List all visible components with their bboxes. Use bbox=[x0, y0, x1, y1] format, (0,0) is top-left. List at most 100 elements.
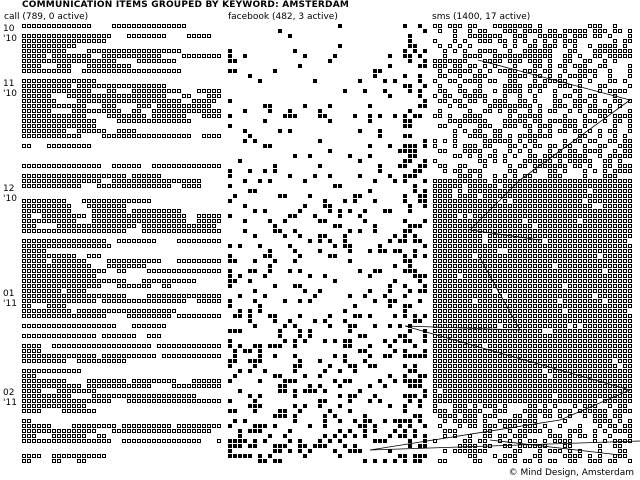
sms-item-mark bbox=[463, 69, 467, 73]
sms-item-mark bbox=[448, 384, 452, 388]
sms-item-mark bbox=[593, 169, 597, 173]
call-item-mark bbox=[182, 344, 186, 348]
call-item-mark bbox=[52, 164, 56, 168]
call-item-mark bbox=[142, 379, 146, 383]
sms-item-mark bbox=[443, 229, 447, 233]
call-item-mark bbox=[157, 439, 161, 443]
call-item-mark bbox=[182, 219, 186, 223]
sms-item-mark bbox=[533, 94, 537, 98]
facebook-item-mark bbox=[403, 159, 407, 163]
month-year: '11 bbox=[3, 299, 17, 309]
call-item-mark bbox=[217, 269, 221, 273]
sms-item-mark bbox=[558, 289, 562, 293]
sms-item-mark bbox=[488, 299, 492, 303]
sms-item-mark bbox=[508, 74, 512, 78]
sms-item-mark bbox=[518, 389, 522, 393]
facebook-item-mark bbox=[283, 409, 287, 413]
sms-item-mark bbox=[538, 119, 542, 123]
sms-item-mark bbox=[548, 209, 552, 213]
facebook-item-mark bbox=[403, 54, 407, 58]
sms-item-mark bbox=[438, 239, 442, 243]
call-item-mark bbox=[117, 334, 121, 338]
call-item-mark bbox=[97, 129, 101, 133]
sms-item-mark bbox=[613, 99, 617, 103]
sms-item-mark bbox=[538, 274, 542, 278]
sms-item-mark bbox=[598, 179, 602, 183]
sms-item-mark bbox=[528, 49, 532, 53]
call-item-mark bbox=[97, 109, 101, 113]
facebook-item-mark bbox=[363, 209, 367, 213]
sms-item-mark bbox=[623, 324, 627, 328]
sms-item-mark bbox=[603, 164, 607, 168]
call-item-mark bbox=[172, 309, 176, 313]
call-item-mark bbox=[202, 269, 206, 273]
call-item-mark bbox=[207, 429, 211, 433]
call-item-mark bbox=[147, 279, 151, 283]
sms-item-mark bbox=[568, 329, 572, 333]
call-item-mark bbox=[47, 424, 51, 428]
sms-item-mark bbox=[438, 224, 442, 228]
sms-item-mark bbox=[513, 349, 517, 353]
call-item-mark bbox=[137, 114, 141, 118]
sms-item-mark bbox=[548, 409, 552, 413]
facebook-item-mark bbox=[423, 254, 427, 258]
call-item-mark bbox=[82, 354, 86, 358]
call-item-mark bbox=[22, 264, 26, 268]
facebook-item-mark bbox=[343, 359, 347, 363]
sms-item-mark bbox=[513, 279, 517, 283]
call-item-mark bbox=[192, 269, 196, 273]
call-item-mark bbox=[157, 399, 161, 403]
sms-item-mark bbox=[618, 249, 622, 253]
sms-item-mark bbox=[478, 74, 482, 78]
sms-item-mark bbox=[628, 304, 632, 308]
sms-item-mark bbox=[598, 134, 602, 138]
call-item-mark bbox=[162, 224, 166, 228]
sms-item-mark bbox=[598, 209, 602, 213]
sms-item-mark bbox=[478, 304, 482, 308]
call-item-mark bbox=[32, 309, 36, 313]
sms-item-mark bbox=[443, 384, 447, 388]
sms-item-mark bbox=[573, 219, 577, 223]
call-item-mark bbox=[197, 439, 201, 443]
sms-item-mark bbox=[523, 114, 527, 118]
call-item-mark bbox=[42, 314, 46, 318]
call-item-mark bbox=[77, 119, 81, 123]
call-item-mark bbox=[32, 44, 36, 48]
sms-item-mark bbox=[558, 239, 562, 243]
sms-item-mark bbox=[563, 329, 567, 333]
call-item-mark bbox=[87, 229, 91, 233]
call-item-mark bbox=[32, 39, 36, 43]
facebook-item-mark bbox=[308, 424, 312, 428]
sms-item-mark bbox=[458, 369, 462, 373]
sms-item-mark bbox=[498, 349, 502, 353]
sms-item-mark bbox=[568, 339, 572, 343]
sms-item-mark bbox=[483, 249, 487, 253]
call-item-mark bbox=[182, 164, 186, 168]
call-item-mark bbox=[27, 249, 31, 253]
sms-item-mark bbox=[468, 319, 472, 323]
sms-item-mark bbox=[573, 184, 577, 188]
facebook-item-mark bbox=[408, 154, 412, 158]
sms-item-mark bbox=[468, 259, 472, 263]
facebook-item-mark bbox=[388, 324, 392, 328]
call-item-mark bbox=[137, 89, 141, 93]
call-item-mark bbox=[42, 259, 46, 263]
sms-item-mark bbox=[618, 374, 622, 378]
sms-item-mark bbox=[523, 234, 527, 238]
sms-item-mark bbox=[533, 134, 537, 138]
call-item-mark bbox=[102, 434, 106, 438]
sms-item-mark bbox=[518, 274, 522, 278]
sms-item-mark bbox=[473, 399, 477, 403]
call-item-mark bbox=[22, 129, 26, 133]
call-item-mark bbox=[107, 69, 111, 73]
sms-item-mark bbox=[588, 44, 592, 48]
call-item-mark bbox=[62, 119, 66, 123]
facebook-item-mark bbox=[328, 364, 332, 368]
sms-item-mark bbox=[518, 279, 522, 283]
call-item-mark bbox=[52, 429, 56, 433]
call-item-mark bbox=[207, 269, 211, 273]
call-item-mark bbox=[57, 244, 61, 248]
call-item-mark bbox=[67, 309, 71, 313]
facebook-item-mark bbox=[273, 424, 277, 428]
